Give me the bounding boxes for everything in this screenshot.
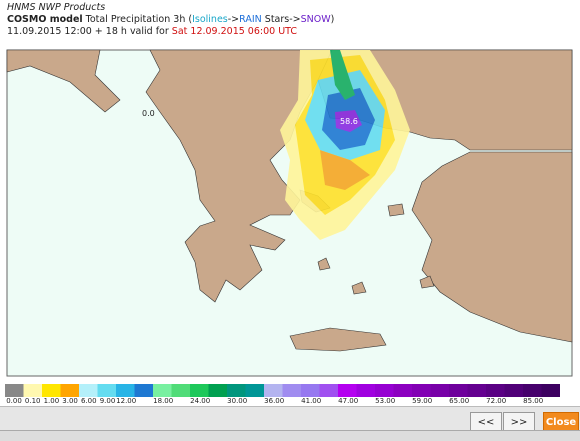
legend-swatch (245, 384, 264, 397)
precipitation (280, 50, 410, 240)
legend-swatch (134, 384, 153, 397)
legend-label: 53.00 (375, 397, 395, 405)
arrow: -> (227, 14, 240, 25)
legend-swatch (97, 384, 116, 397)
legend-swatch (412, 384, 431, 397)
legend-label: 9.00 (100, 397, 116, 405)
legend-label: 30.00 (227, 397, 247, 405)
legend-label: 85.00 (523, 397, 543, 405)
legend-swatch (504, 384, 523, 397)
product-name: HNMS NWP Products (7, 2, 106, 13)
legend-label: 18.00 (153, 397, 173, 405)
legend-swatch (486, 384, 505, 397)
legend-swatch (356, 384, 375, 397)
header: HNMS NWP Products COSMO model Total Prec… (7, 2, 334, 38)
legend-label: 41.00 (301, 397, 321, 405)
legend: 0.00 0.10 1.00 3.00 6.00 9.00 12.00 18.00 24.00 3… (5, 384, 560, 405)
model-name: COSMO model (7, 14, 83, 25)
legend-swatch (467, 384, 486, 397)
legend-swatch (319, 384, 338, 397)
legend-swatch (264, 384, 283, 397)
legend-swatch (227, 384, 246, 397)
map-label: 0.0 (142, 109, 155, 118)
legend-swatch (393, 384, 412, 397)
map-view: 0.0 58.6 0.00 0.10 1.00 3.00 6.00 9.00 12.00 18… (5, 49, 573, 405)
next-button[interactable]: >> (503, 412, 535, 434)
legend-swatch (60, 384, 79, 397)
scrollbar[interactable] (0, 430, 580, 441)
legend-label: 6.00 (81, 397, 97, 405)
stars: Stars (261, 14, 290, 25)
legend-label: 24.00 (190, 397, 210, 405)
isolines: Isolines (192, 14, 228, 25)
legend-label: 65.00 (449, 397, 469, 405)
run-time: 11.09.2015 12:00 + 18 h valid for (7, 26, 172, 37)
snow: SNOW (300, 14, 331, 25)
legend-swatch (375, 384, 394, 397)
paren: ) (330, 14, 335, 25)
legend-swatch (153, 384, 172, 397)
legend-swatch (42, 384, 61, 397)
map-label: 58.6 (340, 117, 358, 126)
legend-label: 3.00 (62, 397, 78, 405)
legend-swatch (208, 384, 227, 397)
legend-swatch (79, 384, 98, 397)
legend-label: 0.00 (6, 397, 22, 405)
legend-swatch (116, 384, 135, 397)
legend-label: 0.10 (25, 397, 41, 405)
legend-swatch (430, 384, 449, 397)
legend-label: 72.00 (486, 397, 506, 405)
arrow: -> (289, 14, 301, 25)
legend-swatch (541, 384, 560, 397)
legend-swatch (23, 384, 42, 397)
legend-swatch (338, 384, 357, 397)
legend-swatch (171, 384, 190, 397)
legend-label: 47.00 (338, 397, 358, 405)
legend-label: 59.00 (412, 397, 432, 405)
legend-label: 36.00 (264, 397, 284, 405)
field-title: Total Precipitation 3h ( (82, 14, 193, 25)
legend-swatch (190, 384, 209, 397)
legend-label: 12.00 (116, 397, 136, 405)
legend-swatch (5, 384, 24, 397)
rain: RAIN (239, 14, 262, 25)
legend-swatch (301, 384, 320, 397)
legend-swatch (282, 384, 301, 397)
legend-swatch (523, 384, 542, 397)
legend-label: 1.00 (44, 397, 60, 405)
valid-time: Sat 12.09.2015 06:00 UTC (171, 26, 298, 37)
legend-swatch (449, 384, 468, 397)
